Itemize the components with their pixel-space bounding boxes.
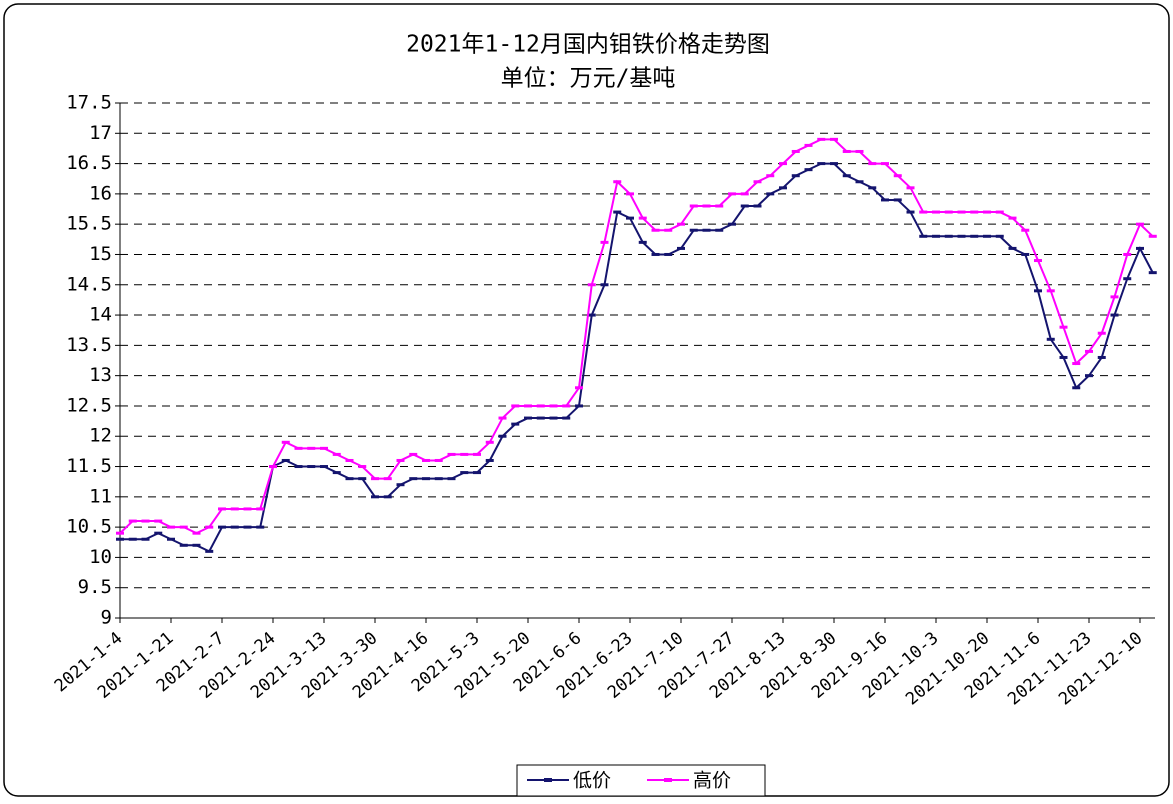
y-tick-label: 15 — [89, 243, 112, 265]
y-tick-label: 14.5 — [66, 273, 112, 295]
y-tick-label: 17.5 — [66, 92, 112, 114]
y-tick-label: 13 — [89, 364, 112, 386]
y-tick-label: 16.5 — [66, 152, 112, 174]
y-tick-label: 15.5 — [66, 213, 112, 235]
y-tick-label: 17 — [89, 122, 112, 144]
y-tick-label: 10.5 — [66, 516, 112, 538]
series-line — [120, 162, 1154, 553]
y-tick-label: 12.5 — [66, 394, 112, 416]
y-tick-label: 10 — [89, 546, 112, 568]
y-tick-label: 9.5 — [78, 576, 112, 598]
y-tick-label: 11 — [89, 485, 112, 507]
y-tick-label: 12 — [89, 425, 112, 447]
y-tick-label: 9 — [101, 607, 112, 629]
legend-label: 高价 — [693, 770, 731, 792]
y-tick-label: 14 — [89, 304, 112, 326]
series-line — [119, 138, 1154, 535]
y-tick-label: 13.5 — [66, 334, 112, 356]
chart-title: 2021年1-12月国内钼铁价格走势图 — [406, 32, 770, 58]
legend-label: 低价 — [573, 770, 611, 792]
y-tick-label: 16 — [89, 182, 112, 204]
chart-subtitle: 单位：万元/基吨 — [501, 66, 676, 92]
y-tick-label: 11.5 — [66, 455, 112, 477]
